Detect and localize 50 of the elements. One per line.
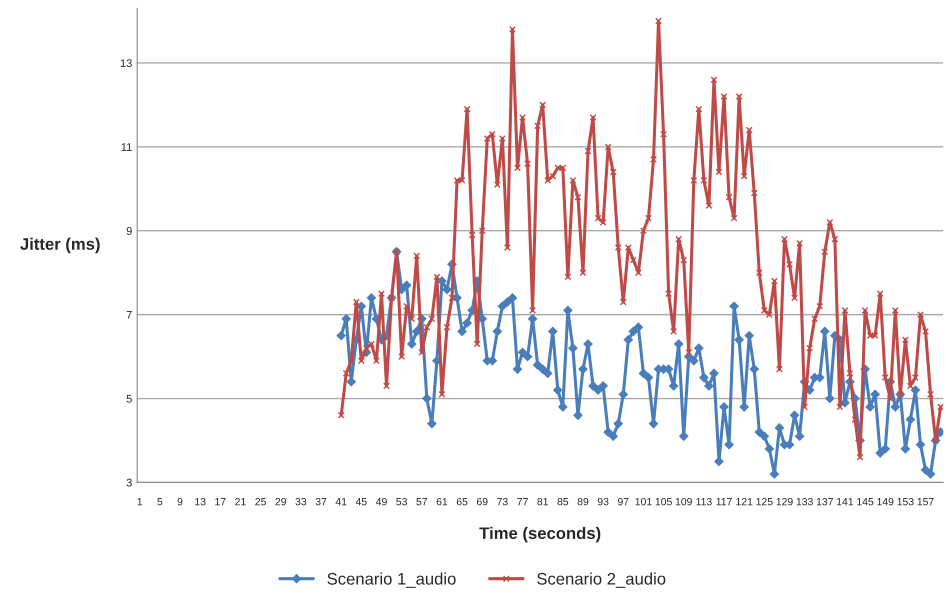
x-tick-label: 77 bbox=[517, 498, 528, 506]
x-tick-label: 37 bbox=[316, 498, 326, 506]
x-axis-title: Time (seconds) bbox=[479, 526, 600, 542]
x-tick-label: 1 bbox=[138, 498, 142, 506]
x-tick-label: 29 bbox=[275, 498, 286, 506]
x-tick-label: 133 bbox=[796, 498, 813, 506]
x-tick-label: 109 bbox=[676, 498, 692, 506]
x-tick-label: 85 bbox=[557, 498, 568, 506]
x-tick-label: 21 bbox=[235, 498, 246, 506]
x-tick-label: 89 bbox=[578, 498, 588, 506]
x-tick-label: 101 bbox=[636, 498, 652, 506]
x-tick-label: 157 bbox=[918, 498, 934, 506]
x-tick-label: 25 bbox=[255, 498, 266, 506]
legend-label: Scenario 2_audio bbox=[537, 572, 666, 588]
x-tick-label: 9 bbox=[178, 498, 182, 506]
x-tick-label: 57 bbox=[416, 498, 428, 506]
x-tick-label: 117 bbox=[716, 498, 732, 506]
x-tick-label: 17 bbox=[215, 498, 226, 506]
y-tick-label: 5 bbox=[126, 394, 132, 403]
x-tick-label: 69 bbox=[476, 498, 488, 506]
x-tick-label: 121 bbox=[736, 498, 752, 506]
x-tick-label: 129 bbox=[776, 498, 793, 506]
x-tick-label: 141 bbox=[837, 498, 854, 506]
x-tick-label: 93 bbox=[598, 498, 608, 506]
x-tick-label: 61 bbox=[436, 498, 448, 506]
x-tick-label: 73 bbox=[497, 498, 508, 506]
x-tick-label: 45 bbox=[356, 498, 367, 506]
x-tick-label: 5 bbox=[157, 498, 162, 506]
x-tick-label: 153 bbox=[897, 498, 914, 506]
x-tick-label: 13 bbox=[195, 498, 206, 506]
x-tick-label: 81 bbox=[537, 498, 548, 506]
y-tick-label: 9 bbox=[126, 227, 132, 235]
y-tick-label: 13 bbox=[120, 59, 132, 68]
y-axis-title: Jitter (ms) bbox=[20, 238, 100, 254]
y-tick-label: 11 bbox=[122, 143, 132, 151]
x-tick-label: 49 bbox=[376, 498, 387, 506]
y-tick-label: 7 bbox=[126, 311, 132, 319]
x-tick-label: 53 bbox=[396, 498, 407, 506]
x-tick-label: 33 bbox=[295, 498, 306, 506]
x-tick-label: 105 bbox=[656, 498, 672, 506]
x-tick-label: 65 bbox=[456, 498, 468, 506]
x-tick-label: 137 bbox=[816, 498, 833, 506]
x-tick-label: 41 bbox=[336, 498, 346, 506]
x-tick-label: 149 bbox=[877, 498, 894, 506]
x-tick-label: 125 bbox=[756, 498, 773, 506]
x-tick-label: 145 bbox=[857, 498, 874, 506]
y-tick-label: 3 bbox=[126, 478, 132, 487]
x-tick-label: 113 bbox=[696, 498, 712, 506]
legend-label: Scenario 1_audio bbox=[327, 572, 456, 588]
x-tick-label: 97 bbox=[618, 498, 629, 506]
